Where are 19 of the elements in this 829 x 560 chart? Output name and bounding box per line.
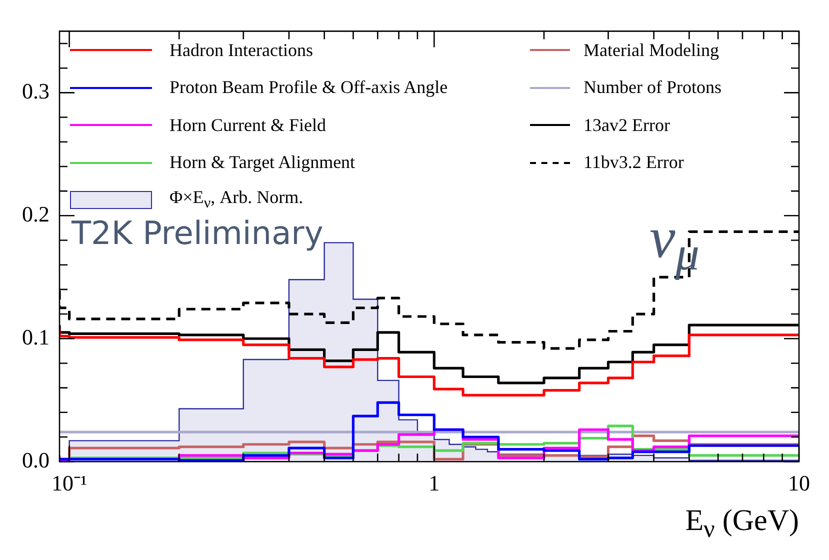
legend-label: Φ×E$_{ν}$, Arb. Norm. bbox=[170, 187, 304, 213]
legend-label: Number of Protons bbox=[584, 77, 722, 98]
y-tick-label: 0.0 bbox=[22, 447, 50, 472]
legend-label: Hadron Interactions bbox=[170, 40, 313, 61]
y-tick-label: 0.2 bbox=[22, 201, 50, 226]
annotation: ν$_{μ}$ bbox=[650, 205, 700, 281]
legend-label: 13av2 Error bbox=[584, 114, 670, 136]
legend-label: 11bv3.2 Error bbox=[584, 152, 684, 174]
x-axis-title: E$_{ν}$ (GeV) bbox=[685, 504, 799, 543]
x-tick-label: 1 bbox=[428, 470, 440, 496]
x-tick-label: 10⁻¹ bbox=[52, 470, 88, 496]
x-tick-label: 10 bbox=[788, 470, 810, 496]
legend-label: Material Modeling bbox=[584, 40, 719, 61]
legend-label: Horn & Target Alignment bbox=[170, 152, 356, 174]
legend-label: Proton Beam Profile & Off-axis Angle bbox=[170, 77, 448, 98]
y-tick-label: 0.3 bbox=[22, 78, 50, 104]
y-tick-label: 0.1 bbox=[22, 324, 50, 350]
annotation: T2K Preliminary bbox=[72, 214, 324, 252]
legend-label: Horn Current & Field bbox=[170, 114, 326, 136]
